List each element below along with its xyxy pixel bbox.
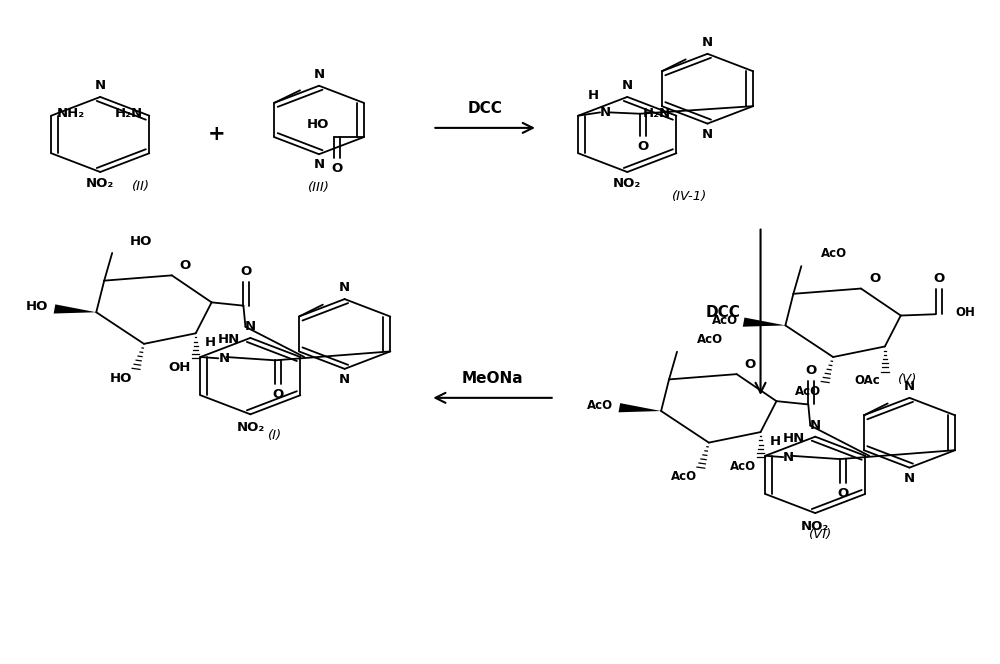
Text: NO₂: NO₂ [236, 421, 265, 434]
Text: N: N [810, 419, 821, 432]
Text: OAc: OAc [854, 374, 880, 387]
Text: (VI): (VI) [809, 528, 832, 540]
Text: N: N [313, 158, 325, 171]
Text: NO₂: NO₂ [801, 520, 829, 533]
Text: HN: HN [218, 333, 240, 347]
Text: (V): (V) [898, 373, 917, 386]
Text: AcO: AcO [671, 470, 697, 483]
Text: N: N [218, 352, 229, 365]
Text: H₂N: H₂N [115, 107, 143, 120]
Text: (II): (II) [132, 180, 150, 193]
Text: HO: HO [130, 234, 152, 248]
Polygon shape [619, 403, 661, 412]
Text: O: O [933, 272, 944, 286]
Text: (I): (I) [268, 429, 282, 442]
Text: O: O [637, 140, 648, 153]
Text: NO₂: NO₂ [86, 177, 114, 191]
Text: H: H [770, 435, 781, 448]
Text: O: O [331, 162, 343, 175]
Text: DCC: DCC [468, 101, 503, 116]
Text: AcO: AcO [795, 384, 821, 398]
Text: N: N [339, 373, 350, 386]
Text: O: O [745, 358, 756, 371]
Text: HO: HO [307, 118, 329, 131]
Text: O: O [837, 487, 848, 500]
Text: AcO: AcO [712, 313, 738, 327]
Text: OH: OH [955, 305, 975, 319]
Text: H: H [205, 336, 216, 349]
Text: MeONa: MeONa [462, 371, 523, 386]
Text: AcO: AcO [587, 399, 613, 412]
Text: NH₂: NH₂ [57, 107, 85, 120]
Text: AcO: AcO [729, 459, 756, 473]
Text: O: O [180, 259, 191, 272]
Text: NO₂: NO₂ [613, 177, 641, 191]
Text: OH: OH [168, 361, 191, 374]
Text: N: N [245, 320, 256, 333]
Text: N: N [313, 68, 325, 81]
Text: N: N [339, 282, 350, 294]
Text: H₂N: H₂N [642, 107, 670, 120]
Text: HO: HO [26, 301, 49, 313]
Text: N: N [904, 380, 915, 393]
Polygon shape [54, 304, 96, 313]
Text: N: N [95, 79, 106, 92]
Text: N: N [622, 79, 633, 92]
Text: N: N [783, 451, 794, 463]
Text: +: + [208, 124, 225, 145]
Polygon shape [743, 317, 785, 327]
Text: N: N [702, 37, 713, 49]
Text: N: N [600, 106, 611, 119]
Text: H: H [588, 89, 599, 102]
Text: DCC: DCC [706, 305, 741, 320]
Text: (IV-1): (IV-1) [672, 191, 707, 203]
Text: O: O [806, 364, 817, 376]
Text: O: O [241, 265, 252, 278]
Text: AcO: AcO [821, 246, 847, 260]
Text: HN: HN [783, 432, 805, 445]
Text: N: N [904, 471, 915, 485]
Text: O: O [869, 272, 880, 286]
Text: HO: HO [110, 371, 132, 384]
Text: O: O [272, 388, 284, 401]
Text: (III): (III) [308, 181, 330, 194]
Text: N: N [702, 127, 713, 141]
Text: AcO: AcO [697, 333, 723, 347]
